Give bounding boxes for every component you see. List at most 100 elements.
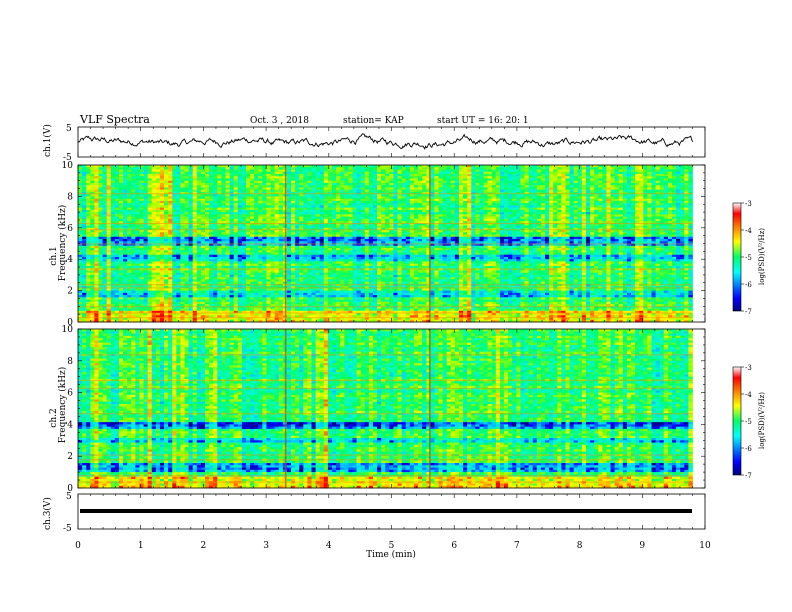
spectrogram-cell [615, 176, 620, 179]
spectrogram-cell [172, 199, 177, 202]
spectrogram-cell [664, 199, 669, 202]
spectrogram-cell [455, 167, 460, 170]
spectrogram-cell [287, 176, 292, 179]
spectrogram-cell [377, 208, 382, 211]
spectrogram-cell [357, 183, 362, 186]
spectrogram-cell [271, 176, 276, 179]
spectrogram-cell [525, 214, 530, 217]
spectrogram-cell [258, 167, 263, 170]
spectrogram-cell [533, 167, 538, 170]
spectrogram-cell [684, 167, 689, 170]
spectrogram-cell [152, 183, 157, 186]
spectrogram-cell [623, 176, 628, 179]
spectrogram-cell [287, 183, 292, 186]
spectrogram-cell [299, 183, 304, 186]
spectrogram-cell [156, 167, 161, 170]
spectrogram-cell [291, 183, 296, 186]
spectrogram-cell [602, 199, 607, 202]
spectrogram-cell [684, 214, 689, 217]
spectrogram-cell [668, 230, 673, 233]
spectrogram-cell [422, 183, 427, 186]
spectrogram-cell [496, 176, 501, 179]
spectrogram-cell [520, 199, 525, 202]
spectrogram-cell [111, 176, 116, 179]
spectrogram-cell [78, 214, 83, 217]
spectrogram-cell [676, 230, 681, 233]
spectrogram-cell [443, 176, 448, 179]
spectrogram-cell [78, 230, 83, 233]
spectrogram-cell [156, 214, 161, 217]
spectrogram-cell [324, 208, 329, 211]
spectrogram-cell [488, 199, 493, 202]
spectrogram-cell [443, 199, 448, 202]
spectrogram-cell [586, 214, 591, 217]
spectrogram-cell [590, 208, 595, 211]
spectrogram-cell [385, 167, 390, 170]
spectrogram-cell [250, 208, 255, 211]
spectrogram-cell [275, 230, 280, 233]
spectrogram-cell [520, 214, 525, 217]
spectrogram-cell [582, 176, 587, 179]
spectrogram-cell [541, 199, 546, 202]
spectrogram-cell [451, 199, 456, 202]
spectrogram-cell [295, 176, 300, 179]
spectrogram-cell [258, 208, 263, 211]
spectrogram-cell [512, 199, 517, 202]
spectrogram-cell [664, 208, 669, 211]
spectrogram-cell [459, 214, 464, 217]
spectrogram-cell [492, 199, 497, 202]
spectrogram-cell [139, 176, 144, 179]
spectrogram-cell [152, 208, 157, 211]
spectrogram-cell [414, 199, 419, 202]
spectrogram-cell [406, 183, 411, 186]
spectrogram-cell [139, 208, 144, 211]
spectrogram-cell [205, 214, 210, 217]
spectrogram-cell [295, 230, 300, 233]
spectrogram-cell [647, 176, 652, 179]
spectrogram-cell [389, 230, 394, 233]
spectrogram-cell [193, 176, 198, 179]
spectrogram-cell [537, 199, 542, 202]
spectrogram-cell [406, 208, 411, 211]
spectrogram-cell [606, 199, 611, 202]
spectrogram-cell [230, 167, 235, 170]
spectrogram-cell [459, 230, 464, 233]
spectrogram-cell [475, 199, 480, 202]
spectrogram-cell [111, 167, 116, 170]
spectrogram-cell [193, 167, 198, 170]
spectrogram-cell [578, 214, 583, 217]
spectrogram-cell [438, 230, 443, 233]
spectrogram-cell [299, 208, 304, 211]
spectrogram-cell [160, 167, 165, 170]
spectrogram-cell [385, 208, 390, 211]
spectrogram-cell [242, 208, 247, 211]
spectrogram-cell [152, 167, 157, 170]
spectrogram-cell [213, 183, 218, 186]
ch1-ytick-top: 5 [66, 124, 72, 134]
spectrogram-cell [467, 199, 472, 202]
spectrogram-cell [357, 214, 362, 217]
spectrogram-cell [680, 230, 685, 233]
spectrogram-cell [340, 208, 345, 211]
spectrogram-cell [287, 214, 292, 217]
spectrogram-cell [537, 183, 542, 186]
spectrogram-cell [471, 208, 476, 211]
spectrogram-cell [594, 176, 599, 179]
spectrogram-cell [602, 214, 607, 217]
spectrogram-cell [176, 176, 181, 179]
spectrogram-cell [139, 167, 144, 170]
spectrogram-cell [684, 199, 689, 202]
spectrogram-cell [369, 176, 374, 179]
spectrogram-cell [78, 176, 83, 179]
spectrogram-cell [520, 183, 525, 186]
spectrogram-cell [197, 214, 202, 217]
spectrogram-cell [303, 183, 308, 186]
spectrogram-cell [164, 183, 169, 186]
spectrogram-cell [361, 176, 366, 179]
spectrogram-cell [365, 230, 370, 233]
spectrogram-cell [213, 208, 218, 211]
spectrogram-cell [565, 230, 570, 233]
spectrogram-cell [590, 176, 595, 179]
spectrogram-cell [221, 167, 226, 170]
